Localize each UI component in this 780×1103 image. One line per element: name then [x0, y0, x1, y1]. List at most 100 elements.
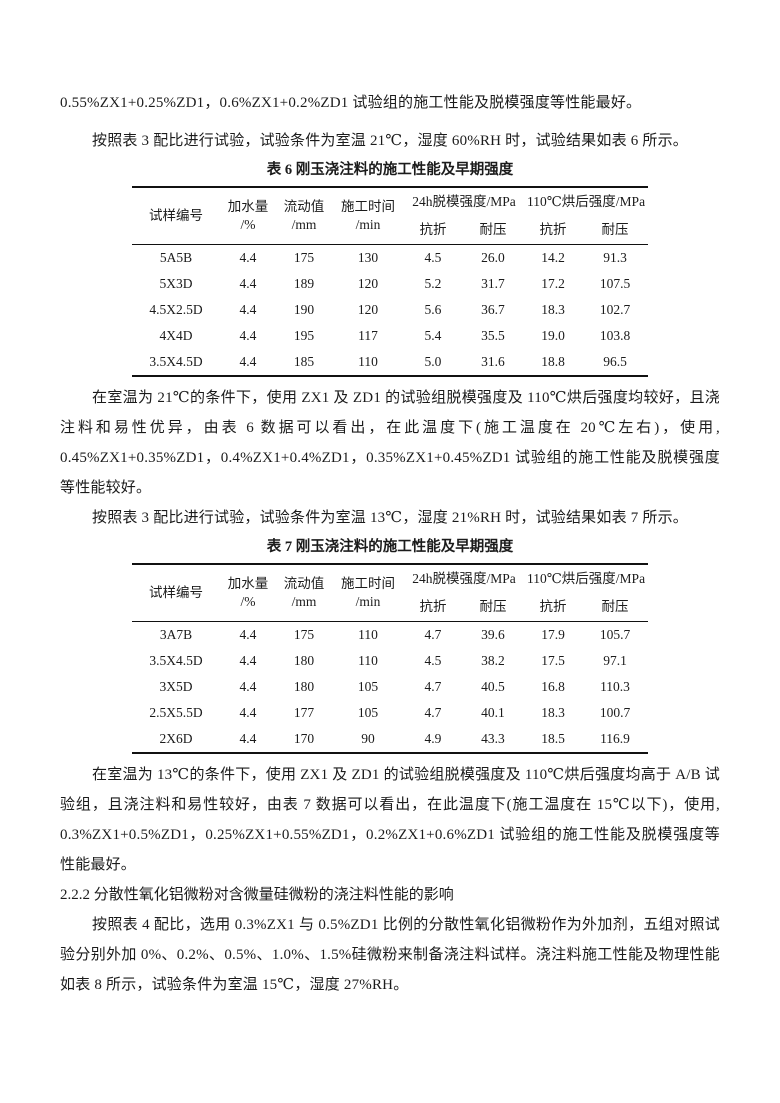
table-cell: 18.8 — [541, 354, 565, 369]
table-cell: 3.5X4.5D — [149, 354, 203, 369]
table-cell: 105 — [357, 705, 379, 720]
table-cell: 91.3 — [603, 250, 627, 265]
table7-body: 3A7B 4.4 175 110 4.7 39.6 17.9 105.7 3.5X4.5D 4.4… — [131, 622, 649, 753]
table-cell: 17.5 — [541, 653, 565, 668]
table-row: 5X3D 4.4 189 120 5.2 31.7 17.2 107.5 — [132, 271, 648, 297]
col-header-sample-id: 试样编号 — [148, 208, 203, 223]
col-header-water-addition: 加水量 /% — [227, 199, 269, 232]
table6: 试样编号 加水量 /% 流动值 /mm 施工时间 /min 24h脱模强度/MP… — [131, 186, 649, 377]
col-group-110c-dried-strength: 110℃烘后强度/MPa — [526, 194, 646, 209]
table-cell: 5.4 — [424, 328, 442, 343]
table-cell: 4.4 — [239, 328, 257, 343]
table-cell: 4.4 — [239, 276, 257, 291]
table-row: 3.5X4.5D 4.4 180 110 4.5 38.2 17.5 97.1 — [132, 648, 648, 674]
table-cell: 97.1 — [603, 653, 627, 668]
table-cell: 4.7 — [424, 627, 442, 642]
table-cell: 175 — [293, 250, 315, 265]
table-cell: 3X5D — [159, 679, 193, 694]
table-cell: 4.7 — [424, 705, 442, 720]
table-cell: 35.5 — [481, 328, 505, 343]
table-cell: 4.4 — [239, 705, 257, 720]
col-header-working-time: 施工时间 /min — [340, 576, 395, 609]
table-cell: 120 — [357, 302, 379, 317]
table-cell: 195 — [293, 328, 315, 343]
table-cell: 26.0 — [481, 250, 505, 265]
table-cell: 4.5 — [424, 653, 442, 668]
table-cell: 185 — [293, 354, 315, 369]
paragraph-analysis-21c: 在室温为 21℃的条件下，使用 ZX1 及 ZD1 的试验组脱模强度及 110℃… — [60, 390, 720, 496]
table-cell: 18.3 — [541, 302, 565, 317]
table-cell: 31.6 — [481, 354, 505, 369]
table-cell: 40.5 — [481, 679, 505, 694]
table6-caption: 表 6 刚玉浇注料的施工性能及早期强度 — [266, 162, 514, 178]
table-cell: 18.3 — [541, 705, 565, 720]
table-cell: 36.7 — [481, 302, 505, 317]
col-header-water-addition: 加水量 /% — [227, 576, 269, 609]
paragraph-conclusion-prev: 0.55%ZX1+0.25%ZD1，0.6%ZX1+0.2%ZD1 试验组的施工… — [60, 95, 642, 111]
table-cell: 110.3 — [600, 679, 630, 694]
table-cell: 16.8 — [541, 679, 565, 694]
table-cell: 19.0 — [541, 328, 565, 343]
table-cell: 43.3 — [481, 731, 505, 746]
table-row: 2.5X5.5D 4.4 177 105 4.7 40.1 18.3 100.7 — [132, 700, 648, 726]
table-cell: 4.5 — [424, 250, 442, 265]
table-cell: 180 — [293, 653, 315, 668]
col-subheader-compressive: 耐压 — [601, 222, 629, 237]
section-heading-2-2-2: 2.2.2 分散性氧化铝微粉对含微量硅微粉的浇注料性能的影响 — [60, 887, 454, 903]
table-cell: 3A7B — [159, 627, 193, 642]
table7-header: 试样编号 加水量 /% 流动值 /mm 施工时间 /min 24h脱模强度/MP… — [131, 564, 649, 622]
table-cell: 4.4 — [239, 679, 257, 694]
table-cell: 5.2 — [424, 276, 442, 291]
table-cell: 4.4 — [239, 731, 257, 746]
table-cell: 105 — [357, 679, 379, 694]
table-cell: 4.4 — [239, 627, 257, 642]
table-cell: 100.7 — [599, 705, 631, 720]
table-cell: 103.8 — [599, 328, 631, 343]
table-row: 4.5X2.5D 4.4 190 120 5.6 36.7 18.3 102.7 — [132, 297, 648, 323]
table6-header: 试样编号 加水量 /% 流动值 /mm 施工时间 /min 24h脱模强度/MP… — [131, 187, 649, 245]
table-cell: 110 — [358, 653, 378, 668]
table-cell: 4.4 — [239, 653, 257, 668]
table-cell: 2.5X5.5D — [149, 705, 203, 720]
col-subheader-flexural: 抗折 — [539, 599, 567, 614]
table-cell: 189 — [293, 276, 315, 291]
table-cell: 107.5 — [599, 276, 631, 291]
table-cell: 4.9 — [424, 731, 442, 746]
paragraph-section-222-intro: 按照表 4 配比，选用 0.3%ZX1 与 0.5%ZD1 比例的分散性氧化铝微… — [60, 917, 720, 993]
col-header-working-time: 施工时间 /min — [340, 199, 395, 232]
table-row: 3.5X4.5D 4.4 185 110 5.0 31.6 18.8 96.5 — [132, 349, 648, 376]
table-cell: 5X3D — [159, 276, 193, 291]
table-cell: 110 — [358, 354, 378, 369]
table-row: 5A5B 4.4 175 130 4.5 26.0 14.2 91.3 — [132, 245, 648, 272]
col-group-24h-demold-strength: 24h脱模强度/MPa — [412, 571, 516, 586]
table-cell: 4.7 — [424, 679, 442, 694]
col-subheader-compressive: 耐压 — [479, 599, 507, 614]
table-cell: 105.7 — [599, 627, 631, 642]
col-subheader-flexural: 抗折 — [419, 599, 447, 614]
paragraph-test-conditions-21c: 按照表 3 配比进行试验，试验条件为室温 21℃，湿度 60%RH 时，试验结果… — [92, 133, 688, 149]
table-cell: 3.5X4.5D — [149, 653, 203, 668]
col-group-110c-dried-strength: 110℃烘后强度/MPa — [526, 571, 646, 586]
table6-body: 5A5B 4.4 175 130 4.5 26.0 14.2 91.3 5X3D 4.4 189 12… — [131, 245, 649, 376]
table-cell: 4X4D — [159, 328, 193, 343]
col-subheader-compressive: 耐压 — [479, 222, 507, 237]
table-cell: 31.7 — [481, 276, 505, 291]
table-cell: 5A5B — [159, 250, 193, 265]
table-cell: 4.5X2.5D — [149, 302, 203, 317]
table-cell: 120 — [357, 276, 379, 291]
table7: 试样编号 加水量 /% 流动值 /mm 施工时间 /min 24h脱模强度/MP… — [131, 563, 649, 754]
table-cell: 117 — [358, 328, 378, 343]
paragraph-test-conditions-13c: 按照表 3 配比进行试验，试验条件为室温 13℃，湿度 21%RH 时，试验结果… — [92, 510, 688, 526]
table-cell: 17.2 — [541, 276, 565, 291]
table-cell: 4.4 — [239, 302, 257, 317]
col-group-24h-demold-strength: 24h脱模强度/MPa — [412, 194, 516, 209]
table-cell: 96.5 — [603, 354, 627, 369]
col-header-sample-id: 试样编号 — [148, 585, 203, 600]
table-cell: 190 — [293, 302, 315, 317]
col-header-flow-value: 流动值 /mm — [283, 576, 325, 609]
table7-caption: 表 7 刚玉浇注料的施工性能及早期强度 — [266, 539, 514, 555]
table-cell: 180 — [293, 679, 315, 694]
table-row: 4X4D 4.4 195 117 5.4 35.5 19.0 103.8 — [132, 323, 648, 349]
table-cell: 90 — [361, 731, 375, 746]
